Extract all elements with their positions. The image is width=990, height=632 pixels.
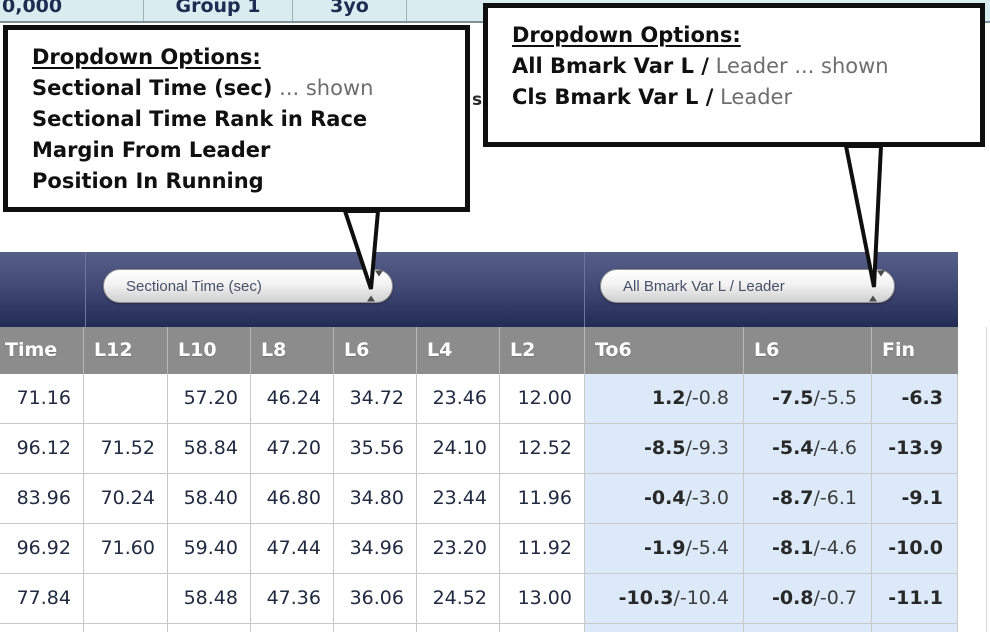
l6-bmark-cell: -8.7/-6.1 bbox=[744, 474, 872, 524]
l10-cell: 58.40 bbox=[168, 474, 251, 524]
benchmark-select[interactable]: All Bmark Var L / Leader bbox=[600, 269, 895, 303]
stepper-arrows-icon bbox=[869, 270, 885, 302]
callout-option: All Bmark Var L / Leader ... shown bbox=[512, 54, 889, 78]
time-cell: 96.92 bbox=[0, 524, 84, 574]
callout-option: Position In Running bbox=[32, 169, 264, 193]
l12-cell: 71.60 bbox=[84, 524, 168, 574]
time-cell: 71.16 bbox=[0, 374, 84, 424]
l6-cell: 35.56 bbox=[334, 424, 417, 474]
l6-bmark-cell: -5.4/-4.6 bbox=[744, 424, 872, 474]
band-divider bbox=[85, 252, 86, 327]
callout-title: Dropdown Options: bbox=[512, 23, 741, 47]
sectional-metric-select[interactable]: Sectional Time (sec) bbox=[103, 269, 393, 303]
table-row: 96.92 71.60 59.40 47.44 34.96 23.20 11.9… bbox=[0, 524, 958, 574]
l6-bmark-cell: -0.8/-0.7 bbox=[744, 574, 872, 624]
l10-cell: 57.20 bbox=[168, 374, 251, 424]
right-dropdown-callout: Dropdown Options: All Bmark Var L / Lead… bbox=[483, 3, 985, 147]
table-row: 83.96 70.24 58.40 46.80 34.80 23.44 11.9… bbox=[0, 474, 958, 524]
l6-cell: 34.72 bbox=[334, 374, 417, 424]
l2-cell: 13.00 bbox=[500, 574, 585, 624]
l6-bmark-cell: -7.5/-5.5 bbox=[744, 374, 872, 424]
table-row: 77.84 58.48 47.36 36.06 24.52 13.00 -10.… bbox=[0, 574, 958, 624]
partial-text-fragment: s bbox=[472, 90, 483, 110]
to6-bmark-cell: -0.4/-3.0 bbox=[585, 474, 744, 524]
col-header-l10: L10 bbox=[168, 327, 251, 374]
l12-cell: 70.24 bbox=[84, 474, 168, 524]
time-cell: 96.12 bbox=[0, 424, 84, 474]
table-row: 96.12 71.52 58.84 47.20 35.56 24.10 12.5… bbox=[0, 424, 958, 474]
l12-cell bbox=[84, 574, 168, 624]
col-header-l8: L8 bbox=[251, 327, 334, 374]
l8-cell: 46.80 bbox=[251, 474, 334, 524]
fin-bmark-cell: -11.1 bbox=[872, 574, 958, 624]
left-dropdown-callout: Dropdown Options: Sectional Time (sec) .… bbox=[3, 25, 470, 212]
callout-option: Cls Bmark Var L / Leader bbox=[512, 85, 793, 109]
table-row-clipped bbox=[0, 624, 958, 632]
callout-option: Sectional Time (sec) ... shown bbox=[32, 76, 374, 100]
l2-cell: 11.92 bbox=[500, 524, 585, 574]
dropdown-band: Sectional Time (sec) All Bmark Var L / L… bbox=[0, 252, 958, 327]
col-header-l4: L4 bbox=[417, 327, 500, 374]
to6-bmark-cell: -1.9/-5.4 bbox=[585, 524, 744, 574]
time-cell: 83.96 bbox=[0, 474, 84, 524]
l8-cell: 47.44 bbox=[251, 524, 334, 574]
to6-bmark-cell: -10.3/-10.4 bbox=[585, 574, 744, 624]
l8-cell: 46.24 bbox=[251, 374, 334, 424]
l4-cell: 23.46 bbox=[417, 374, 500, 424]
l6-cell: 34.96 bbox=[334, 524, 417, 574]
fin-bmark-cell: -6.3 bbox=[872, 374, 958, 424]
col-header-to6: To6 bbox=[585, 327, 744, 374]
l6-bmark-cell: -8.1/-4.6 bbox=[744, 524, 872, 574]
band-divider bbox=[584, 252, 585, 327]
table-header-row: Time L12 L10 L8 L6 L4 L2 To6 L6 Fin bbox=[0, 327, 958, 374]
col-header-fin: Fin bbox=[882, 339, 916, 361]
callout-title: Dropdown Options: bbox=[32, 45, 261, 69]
time-cell: 77.84 bbox=[0, 574, 84, 624]
l2-cell: 12.00 bbox=[500, 374, 585, 424]
l10-cell: 58.48 bbox=[168, 574, 251, 624]
col-header-time: Time bbox=[0, 327, 84, 374]
l6-cell: 36.06 bbox=[334, 574, 417, 624]
callout-option: Margin From Leader bbox=[32, 138, 271, 162]
l4-cell: 24.10 bbox=[417, 424, 500, 474]
col-header-l6: L6 bbox=[334, 327, 417, 374]
benchmark-value: All Bmark Var L / Leader bbox=[623, 277, 785, 295]
to6-bmark-cell: -8.5/-9.3 bbox=[585, 424, 744, 474]
l4-cell: 23.44 bbox=[417, 474, 500, 524]
callout-option: Sectional Time Rank in Race bbox=[32, 107, 368, 131]
l10-cell: 59.40 bbox=[168, 524, 251, 574]
table-row: 71.16 57.20 46.24 34.72 23.46 12.00 1.2/… bbox=[0, 374, 958, 424]
col-header-l6-bmark: L6 bbox=[744, 327, 872, 374]
l10-cell: 58.84 bbox=[168, 424, 251, 474]
fin-bmark-cell: -9.1 bbox=[872, 474, 958, 524]
race-age-cell: 3yo bbox=[293, 0, 407, 21]
race-prize-cell: 0,000 bbox=[0, 0, 144, 21]
to6-bmark-cell: 1.2/-0.8 bbox=[585, 374, 744, 424]
l12-cell: 71.52 bbox=[84, 424, 168, 474]
l4-cell: 24.52 bbox=[417, 574, 500, 624]
l6-cell: 34.80 bbox=[334, 474, 417, 524]
l8-cell: 47.20 bbox=[251, 424, 334, 474]
fin-bmark-cell: -13.9 bbox=[872, 424, 958, 474]
l2-cell: 11.96 bbox=[500, 474, 585, 524]
stepper-arrows-icon bbox=[367, 270, 383, 302]
l8-cell: 47.36 bbox=[251, 574, 334, 624]
l2-cell: 12.52 bbox=[500, 424, 585, 474]
l4-cell: 23.20 bbox=[417, 524, 500, 574]
race-class-cell: Group 1 bbox=[144, 0, 293, 21]
l12-cell bbox=[84, 374, 168, 424]
table-outer-border bbox=[986, 327, 987, 632]
fin-bmark-cell: -10.0 bbox=[872, 524, 958, 574]
sectional-times-table: Time L12 L10 L8 L6 L4 L2 To6 L6 Fin 71.1… bbox=[0, 327, 958, 632]
sectional-metric-value: Sectional Time (sec) bbox=[126, 277, 262, 295]
col-header-l2: L2 bbox=[500, 327, 585, 374]
col-header-l12: L12 bbox=[84, 327, 168, 374]
